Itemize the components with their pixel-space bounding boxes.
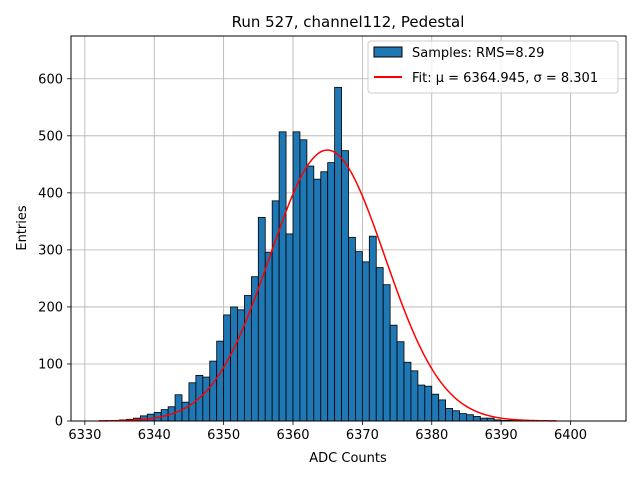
x-tick-label: 6400 xyxy=(554,428,587,443)
x-tick-label: 6350 xyxy=(207,428,240,443)
y-axis-ticks: 0 100 200 300 400 500 600 xyxy=(38,72,71,430)
legend-histogram-label: Samples: RMS=8.29 xyxy=(412,46,544,61)
legend: Samples: RMS=8.29 Fit: μ = 6364.945, σ =… xyxy=(367,40,619,94)
histogram-bar xyxy=(174,394,183,422)
histogram-bar xyxy=(355,251,363,422)
histogram-bar xyxy=(410,370,419,422)
histogram-bar xyxy=(382,284,391,422)
histogram-bar xyxy=(278,131,287,422)
histogram-bar xyxy=(417,384,426,422)
histogram-bar xyxy=(209,360,218,422)
histogram-bar xyxy=(361,261,370,422)
legend-box xyxy=(367,40,619,94)
chart-title: Run 527, channel112, Pedestal xyxy=(232,13,465,31)
y-tick-label: 0 xyxy=(55,415,63,430)
histogram-bar xyxy=(216,340,225,422)
y-tick-label: 400 xyxy=(38,186,63,201)
x-axis-label: ADC Counts xyxy=(309,451,387,466)
histogram-bar xyxy=(368,235,377,422)
histogram-bar xyxy=(223,314,231,422)
histogram-bar xyxy=(230,306,238,422)
histogram-bar xyxy=(285,233,294,422)
y-tick-label: 600 xyxy=(38,72,63,87)
legend-histogram-swatch xyxy=(373,46,403,58)
histogram-bar xyxy=(396,341,405,422)
histogram-bar xyxy=(257,216,266,422)
histogram-bar xyxy=(341,150,349,422)
legend-fit-label: Fit: μ = 6364.945, σ = 8.301 xyxy=(412,71,598,86)
histogram-bar xyxy=(299,139,308,422)
x-tick-label: 6330 xyxy=(68,428,101,443)
histogram-bar xyxy=(389,324,398,422)
x-tick-label: 6370 xyxy=(346,428,379,443)
histogram-bar xyxy=(438,399,447,422)
histogram-bar xyxy=(466,414,474,422)
histogram-bar xyxy=(320,171,329,422)
histogram-bar xyxy=(348,236,356,422)
x-tick-label: 6380 xyxy=(415,428,448,443)
histogram-bar xyxy=(334,86,342,422)
histogram-bar xyxy=(292,131,301,422)
histogram-bar xyxy=(202,376,211,422)
y-axis-label: Entries xyxy=(15,205,30,251)
fit-curve xyxy=(98,149,557,422)
x-tick-label: 6340 xyxy=(138,428,171,443)
y-tick-label: 500 xyxy=(38,129,63,144)
x-axis-ticks: 6330 6340 6350 6360 6370 6380 6390 6400 xyxy=(68,421,587,443)
histogram-bar xyxy=(375,267,384,422)
y-tick-label: 200 xyxy=(38,300,63,315)
plot-frame xyxy=(70,35,627,422)
histogram-bar xyxy=(306,165,315,422)
x-tick-label: 6360 xyxy=(276,428,309,443)
histogram-bar xyxy=(313,178,322,422)
histogram-bar xyxy=(403,361,412,422)
histogram-bar xyxy=(445,408,453,422)
x-tick-label: 6390 xyxy=(485,428,518,443)
histogram-bar xyxy=(472,416,481,422)
histogram-bar xyxy=(424,385,433,422)
histogram-bar xyxy=(431,393,440,422)
histogram-bar xyxy=(327,162,336,422)
histogram-bar xyxy=(181,401,190,422)
histogram-bar xyxy=(264,251,273,422)
histogram-bar xyxy=(452,410,460,422)
histogram-bar xyxy=(459,413,467,422)
y-tick-label: 100 xyxy=(38,357,63,372)
y-tick-label: 300 xyxy=(38,243,63,258)
